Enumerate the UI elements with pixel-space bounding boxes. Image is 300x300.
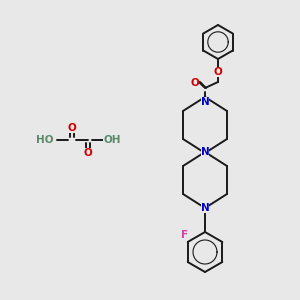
Text: HO: HO <box>36 135 54 145</box>
Text: O: O <box>68 123 76 133</box>
Text: OH: OH <box>103 135 121 145</box>
Text: N: N <box>201 203 209 213</box>
Text: O: O <box>84 148 92 158</box>
Text: F: F <box>182 230 189 240</box>
Text: O: O <box>190 78 200 88</box>
Text: N: N <box>201 148 209 158</box>
Text: N: N <box>201 97 209 107</box>
Text: N: N <box>201 147 209 157</box>
Text: O: O <box>214 67 222 77</box>
